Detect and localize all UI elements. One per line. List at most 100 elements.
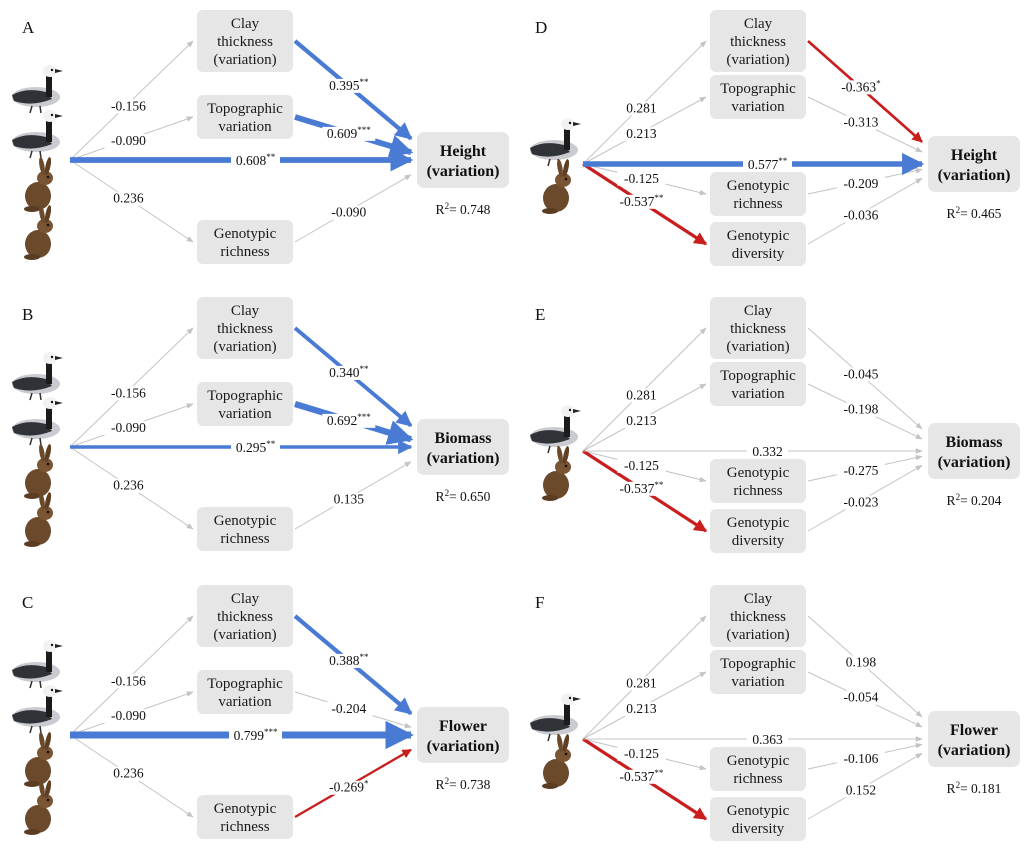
panel-b-coef-direct: 0.295** bbox=[236, 439, 276, 455]
panel-c-response-sub: (variation) bbox=[427, 738, 500, 755]
panel-a-mediator-label-2-0: Genotypic bbox=[214, 226, 277, 242]
panel-f-coef-b-0: 0.198 bbox=[846, 654, 877, 669]
panel-c-coef-direct-bg bbox=[229, 729, 282, 743]
panel-a-goose-icon-2 bbox=[12, 110, 63, 159]
panel-f-mediator-label-0-0: Clay bbox=[744, 591, 773, 607]
panel-a-letter: A bbox=[22, 18, 35, 37]
panel-c-r-squared: R2= 0.738 bbox=[436, 776, 491, 792]
panel-a-mediator-box-2 bbox=[197, 220, 293, 264]
panel-f-coef-a-0: 0.281 bbox=[626, 675, 656, 690]
panel-b-letter: B bbox=[22, 305, 33, 324]
panel-b-coef-a-1: -0.090 bbox=[111, 420, 146, 435]
panel-c-mediator-box-2 bbox=[197, 795, 293, 839]
panel-f-coef-direct-bg bbox=[747, 733, 788, 747]
panel-b-hare-icon bbox=[24, 444, 53, 499]
panel-f-mediator-box-0 bbox=[710, 585, 806, 647]
panel-d-coef-a-1: 0.213 bbox=[626, 126, 657, 141]
panel-a-coef-a-0: -0.156 bbox=[111, 98, 146, 113]
panel-d-mediator-box-1 bbox=[710, 75, 806, 119]
panel-d-coef-a-2-bg bbox=[617, 171, 666, 186]
panel-f-mediator-label-3-1: diversity bbox=[732, 821, 785, 837]
panel-d-coef-a-3-bg bbox=[613, 194, 670, 209]
panel-f-response-name: Flower bbox=[950, 722, 998, 739]
panel-d-coef-b-1: -0.313 bbox=[843, 115, 878, 130]
panel-d-mediator-label-0-1: thickness bbox=[730, 34, 786, 50]
panel-b-r-squared: R2= 0.650 bbox=[436, 488, 491, 504]
panel-b-mediator-label-1-0: Topographic bbox=[207, 388, 283, 404]
panel-a-mediator-box-0 bbox=[197, 10, 293, 72]
panel-e-mediator-label-2-1: richness bbox=[733, 483, 782, 499]
panel-d-response-box bbox=[928, 136, 1020, 192]
panel-e-coef-a-2: -0.125 bbox=[624, 458, 659, 473]
panel-e-mediator-label-3-0: Genotypic bbox=[727, 515, 790, 531]
panel-e-mediator-label-1-1: variation bbox=[731, 386, 785, 402]
panel-b-coef-a-0-bg bbox=[104, 386, 153, 401]
panel-b-hare-icon-2 bbox=[24, 492, 53, 547]
panel-b-mediator-label-2-0: Genotypic bbox=[214, 513, 277, 529]
panel-b-mediator-label-0-2: (variation) bbox=[213, 339, 276, 355]
panel-e-coef-a-3-bg bbox=[613, 481, 670, 496]
panel-f-r-squared: R2= 0.181 bbox=[947, 780, 1002, 796]
panel-e-coef-a-1-bg bbox=[620, 414, 662, 429]
panel-d-mediator-label-0-2: (variation) bbox=[726, 52, 789, 68]
panel-b-mediator-label-2-1: richness bbox=[220, 531, 269, 547]
panel-d-coef-a-0: 0.281 bbox=[626, 100, 656, 115]
panel-f-coef-a-3-bg bbox=[613, 769, 670, 784]
panel-a-coef-a-2: 0.236 bbox=[113, 191, 144, 206]
panel-e-coef-a-0: 0.281 bbox=[626, 387, 656, 402]
panel-b-response-name: Biomass bbox=[435, 430, 492, 447]
panel-d-r-squared: R2= 0.465 bbox=[947, 205, 1002, 221]
panel-d-response-name: Height bbox=[951, 147, 998, 164]
panel-b-coef-b-2-bg bbox=[328, 492, 370, 507]
panel-e-coef-b-3: -0.023 bbox=[843, 494, 878, 509]
panel-d-mediator-box-3 bbox=[710, 222, 806, 266]
panel-e-mediator-label-1-0: Topographic bbox=[720, 368, 796, 384]
panel-e-coef-b-2-bg bbox=[836, 463, 885, 478]
panel-b-coef-a-2: 0.236 bbox=[113, 478, 144, 493]
panel-c-mediator-label-0-2: (variation) bbox=[213, 627, 276, 643]
panel-c-coef-b-0: 0.388** bbox=[329, 652, 369, 668]
panel-b-coef-a-0: -0.156 bbox=[111, 385, 146, 400]
panel-c-goose-icon-2 bbox=[12, 685, 63, 734]
panel-c-response-name: Flower bbox=[439, 718, 487, 735]
panel-d-goose-icon bbox=[530, 118, 581, 167]
panel-b-mediator-box-2 bbox=[197, 507, 293, 551]
panel-a-mediator-label-0-0: Clay bbox=[231, 16, 260, 32]
panel-a-coef-b-1-bg bbox=[322, 126, 376, 141]
panel-f-hare-icon bbox=[542, 734, 571, 789]
panel-c-coef-a-0-bg bbox=[104, 674, 153, 689]
panel-e-coef-b-3-bg bbox=[836, 495, 885, 510]
panel-c-hare-icon bbox=[24, 732, 53, 787]
panel-a-coef-a-2-bg bbox=[107, 191, 149, 206]
panel-d-coef-b-3-bg bbox=[836, 208, 885, 223]
panel-e-coef-a-0-bg bbox=[620, 388, 662, 403]
panel-c-coef-b-0-bg bbox=[324, 653, 374, 668]
panel-c-mediator-label-2-0: Genotypic bbox=[214, 801, 277, 817]
panel-b-coef-a-1-bg bbox=[104, 421, 153, 436]
panel-b-response-box bbox=[417, 419, 509, 475]
panel-e-r-squared: R2= 0.204 bbox=[947, 492, 1002, 508]
panel-d-mediator-label-2-0: Genotypic bbox=[727, 178, 790, 194]
icons-layer bbox=[12, 65, 581, 835]
panel-f-mediator-label-1-1: variation bbox=[731, 674, 785, 690]
panel-d-coef-b-0: -0.363* bbox=[841, 78, 881, 94]
panel-f-coef-a-1-bg bbox=[620, 702, 662, 717]
panel-c-mediator-box-0 bbox=[197, 585, 293, 647]
panel-c-coef-a-1-bg bbox=[104, 709, 153, 724]
panel-e-mediator-label-0-1: thickness bbox=[730, 321, 786, 337]
panel-d-coef-b-1-bg bbox=[836, 115, 885, 130]
panel-d-letter: D bbox=[535, 18, 547, 37]
panel-f-mediator-label-1-0: Topographic bbox=[720, 656, 796, 672]
panel-c-coef-direct: 0.799*** bbox=[234, 727, 278, 743]
panel-d-coef-a-1-bg bbox=[620, 127, 662, 142]
panel-f-coef-a-1: 0.213 bbox=[626, 701, 657, 716]
panel-c-response-box bbox=[417, 707, 509, 763]
panel-e-coef-b-1-bg bbox=[836, 402, 885, 417]
panel-b-mediator-label-1-1: variation bbox=[218, 406, 272, 422]
panel-e-coef-b-0: -0.045 bbox=[843, 366, 878, 381]
panel-e-letter: E bbox=[535, 305, 545, 324]
panel-e-coef-a-2-bg bbox=[617, 458, 666, 473]
panel-b-coef-b-0-bg bbox=[324, 365, 374, 380]
panel-f-coef-a-2-bg bbox=[617, 746, 666, 761]
panel-e-coef-b-1: -0.198 bbox=[843, 402, 878, 417]
